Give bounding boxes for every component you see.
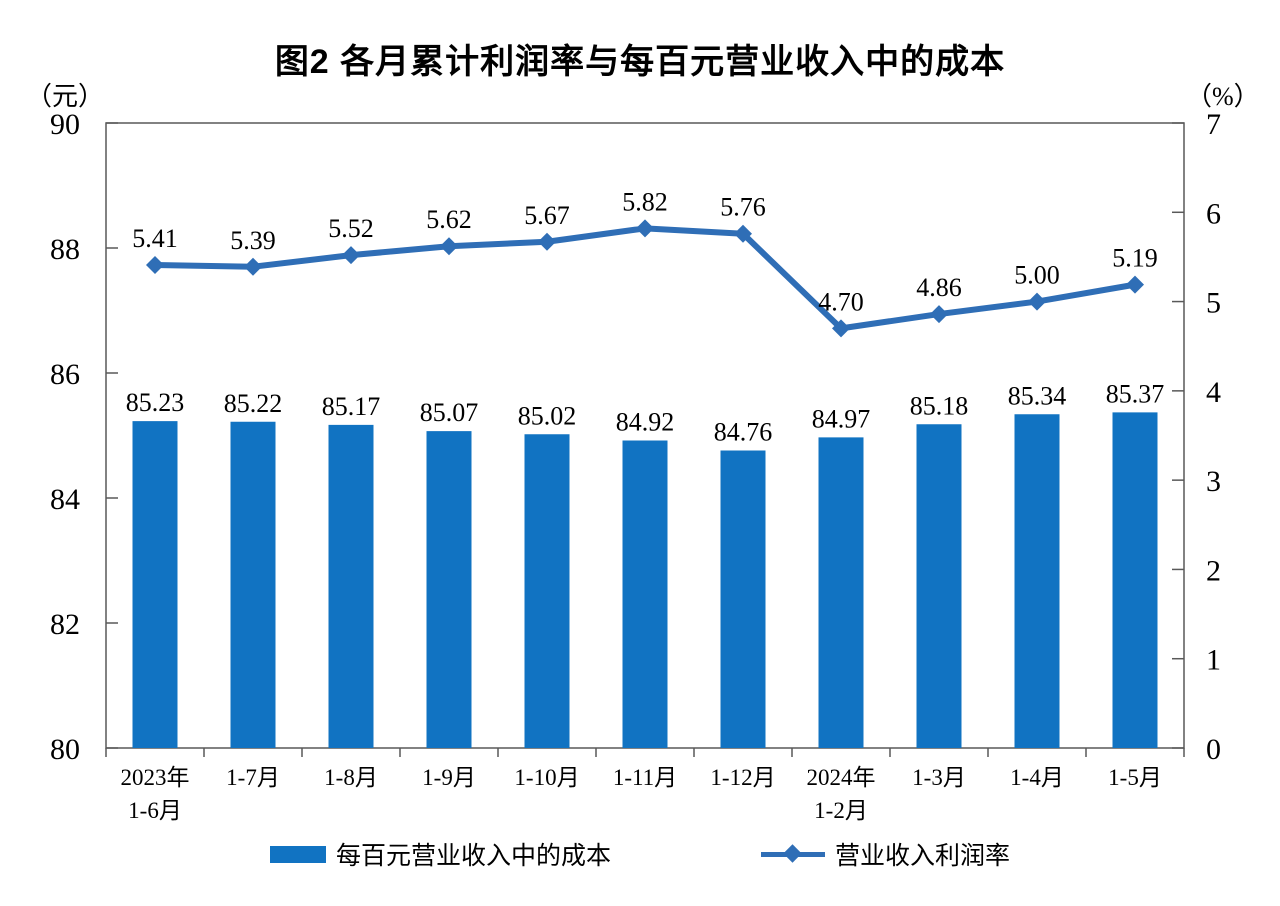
- bar: [720, 450, 766, 748]
- profit-rate-line: [152, 225, 1138, 332]
- line-value-label: 4.70: [818, 287, 864, 316]
- line-marker-diamond: [244, 257, 262, 276]
- line-marker-diamond: [440, 237, 458, 256]
- left-axis-tick-label: 88: [50, 233, 80, 266]
- line-marker-diamond: [636, 219, 654, 238]
- bar-value-label: 85.18: [910, 391, 969, 420]
- chart-title: 图2 各月累计利润率与每百元营业收入中的成本: [274, 43, 1006, 81]
- line-marker-diamond: [342, 246, 360, 265]
- x-axis-label: 1-4月: [1010, 765, 1064, 790]
- bar-value-label: 85.07: [420, 398, 479, 427]
- line-value-label: 4.86: [916, 273, 962, 302]
- right-axis-tick-label: 1: [1206, 644, 1221, 677]
- line-marker-diamond: [1126, 275, 1144, 294]
- bar: [132, 421, 178, 748]
- line-value-label: 5.39: [230, 226, 276, 255]
- x-axis-label: 1-8月: [324, 765, 378, 790]
- line-value-label: 5.62: [426, 205, 472, 234]
- x-axis-label: 1-9月: [422, 765, 476, 790]
- x-axis-label: 1-2月: [814, 798, 868, 823]
- right-axis-tick-label: 3: [1206, 465, 1221, 498]
- legend-label-profit-rate: 营业收入利润率: [835, 843, 1011, 870]
- x-axis-label: 1-7月: [226, 765, 280, 790]
- x-axis-label: 1-10月: [514, 765, 579, 790]
- bar-value-label: 85.17: [322, 392, 381, 421]
- right-axis-tick-label: 7: [1206, 108, 1221, 141]
- bar-value-label: 84.92: [616, 408, 675, 437]
- bar: [1112, 412, 1158, 748]
- left-axis-tick-label: 84: [50, 483, 80, 516]
- left-axis-tick-label: 80: [50, 733, 80, 766]
- left-axis-tick-label: 90: [50, 108, 80, 141]
- bar-value-label: 84.97: [812, 404, 871, 433]
- bar: [818, 437, 864, 748]
- line-marker-diamond: [832, 319, 850, 338]
- legend-item-cost: 每百元营业收入中的成本: [269, 836, 611, 872]
- right-axis-tick-label: 4: [1206, 376, 1221, 409]
- line-value-label: 5.52: [328, 214, 374, 243]
- legend-item-profit-rate: 营业收入利润率: [761, 836, 1010, 872]
- x-axis-label: 1-11月: [613, 765, 677, 790]
- x-axis-label: 1-6月: [128, 798, 182, 823]
- diamond-marker-icon: [783, 844, 802, 863]
- bar-value-label: 85.34: [1008, 381, 1067, 410]
- line-value-label: 5.19: [1112, 244, 1158, 273]
- bar-value-label: 84.76: [714, 418, 773, 447]
- line-value-label: 5.41: [132, 224, 178, 253]
- x-axis-label: 2024年: [807, 765, 876, 790]
- left-axis-tick-label: 82: [50, 608, 80, 641]
- left-axis-unit-label: （元）: [26, 82, 105, 111]
- bar: [1014, 414, 1060, 748]
- line-value-label: 5.67: [524, 201, 570, 230]
- line-value-label: 5.00: [1014, 261, 1060, 290]
- bar-value-label: 85.37: [1106, 379, 1165, 408]
- x-axis-label: 2023年: [121, 765, 190, 790]
- line-value-label: 5.76: [720, 193, 766, 222]
- bar: [328, 424, 374, 748]
- x-axis-label: 1-3月: [912, 765, 966, 790]
- chart-canvas: 80 82 84 86 88 90 0 1 2 3 4 5 6 7 2023年 1-6月 1-7月 1-8月 1-9…: [50, 108, 1221, 823]
- right-axis-tick-label: 6: [1206, 197, 1221, 230]
- right-axis-tick-label: 5: [1206, 287, 1221, 320]
- line-marker-diamond: [930, 305, 948, 324]
- bar: [622, 440, 668, 748]
- chart-legend: 每百元营业收入中的成本 营业收入利润率: [0, 836, 1280, 872]
- bar: [524, 434, 570, 748]
- bar: [230, 421, 276, 748]
- bar-value-label: 85.02: [518, 401, 577, 430]
- bar: [916, 424, 962, 748]
- right-axis-tick-label: 2: [1206, 554, 1221, 587]
- line-value-label: 5.82: [622, 187, 668, 216]
- right-axis-unit-label: （%）: [1186, 82, 1260, 111]
- bar-value-label: 85.22: [224, 389, 283, 418]
- bar: [426, 431, 472, 748]
- line-marker-diamond: [538, 232, 556, 251]
- bar-series-swatch-icon: [269, 845, 326, 863]
- line-marker-diamond: [734, 224, 752, 243]
- left-axis-tick-label: 86: [50, 358, 80, 391]
- line-marker-diamond: [146, 255, 164, 274]
- x-axis-label: 1-5月: [1108, 765, 1162, 790]
- line-marker-diamond: [1028, 292, 1046, 311]
- bar-value-label: 85.23: [126, 388, 185, 417]
- x-axis-label: 1-12月: [710, 765, 775, 790]
- right-axis-tick-label: 0: [1206, 733, 1221, 766]
- line-series-swatch-icon: [761, 844, 825, 863]
- legend-label-cost: 每百元营业收入中的成本: [335, 843, 611, 870]
